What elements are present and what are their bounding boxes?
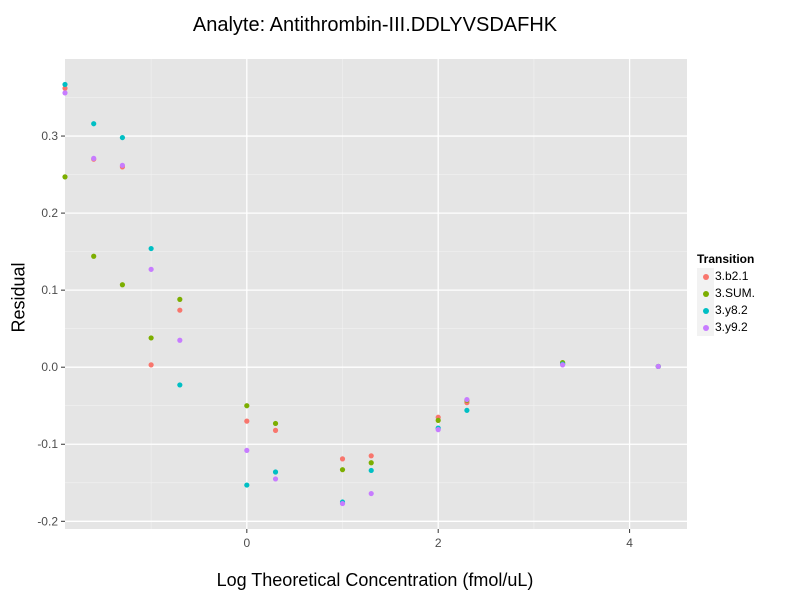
data-point-3-b2-1 [62,85,68,91]
legend-label: 3.SUM. [715,286,756,300]
x-tick-label: 4 [626,536,633,550]
y-tick-label: 0.2 [41,206,58,220]
legend-dot-icon [703,274,709,280]
legend-dot-icon [703,308,709,314]
y-axis-label: Residual [8,262,29,333]
data-point-3-b2-1 [244,418,250,424]
legend-label: 3.y8.2 [715,303,748,317]
legend-title: Transition [697,252,755,266]
data-point-3-y9-2 [655,363,661,370]
axis-ticks: 0 2 4 -0.2 -0.1 0.0 0.1 0.2 0.3 [37,129,633,550]
data-point-3-SUM [368,460,374,466]
minor-gridlines [65,59,687,529]
data-point-3-b2-1 [177,307,183,313]
data-point-3-y9-2 [148,266,154,272]
data-point-3-y9-2 [62,90,68,96]
data-point-3-y9-2 [272,476,279,482]
data-point-3-y8-2 [119,134,126,141]
y-tick-label: 0.0 [41,360,58,374]
legend-item: 3.SUM. [697,285,755,302]
data-point-3-SUM [62,174,68,180]
legend-key [697,319,714,336]
chart-title: Analyte: Antithrombin-III.DDLYVSDAFHK [192,14,558,36]
legend-label: 3.b2.1 [715,269,749,283]
data-point-3-y9-2 [339,500,346,507]
data-point-3-b2-1 [148,362,154,368]
x-tick-label: 2 [435,536,442,550]
legend-key [697,268,714,285]
data-points [62,81,661,507]
data-point-3-SUM [91,253,97,259]
x-axis-label: Log Theoretical Concentration (fmol/uL) [216,570,534,590]
data-point-3-y8-2 [272,469,279,475]
legend-dot-icon [703,291,709,297]
major-gridlines [65,59,687,529]
data-point-3-y8-2 [91,121,97,127]
data-point-3-SUM [272,420,279,427]
data-point-3-y8-2 [244,482,250,488]
data-point-3-y9-2 [177,337,183,343]
data-point-3-b2-1 [339,456,346,462]
y-tick-label: 0.1 [41,283,58,297]
data-point-3-y9-2 [119,162,126,168]
legend-key [697,285,714,302]
data-point-3-b2-1 [368,453,374,459]
x-tick-label: 0 [243,536,250,550]
data-point-3-SUM [339,467,346,473]
legend-dot-icon [703,325,709,331]
data-point-3-y9-2 [560,362,566,368]
data-point-3-y8-2 [62,81,68,88]
legend: Transition 3.b2.1 3.SUM. 3.y8.2 3.y9.2 [697,252,755,336]
legend-item: 3.y8.2 [697,302,755,319]
data-point-3-y8-2 [368,467,374,474]
data-point-3-y9-2 [368,490,374,497]
legend-label: 3.y9.2 [715,320,748,334]
data-point-3-SUM [244,403,250,409]
legend-key [697,302,714,319]
y-tick-label: -0.2 [37,514,58,528]
y-tick-label: -0.1 [37,437,58,451]
data-point-3-y8-2 [148,245,154,252]
data-point-3-y9-2 [464,396,470,403]
data-point-3-SUM [177,296,183,302]
data-point-3-SUM [435,417,441,423]
data-point-3-b2-1 [272,427,279,433]
data-point-3-SUM [119,282,126,288]
data-point-3-y9-2 [435,427,441,433]
y-tick-label: 0.3 [41,129,58,143]
data-point-3-SUM [148,335,154,341]
legend-item: 3.y9.2 [697,319,755,336]
plot-panel [65,59,687,529]
data-point-3-y9-2 [244,447,250,454]
data-point-3-y9-2 [91,155,97,161]
data-point-3-y8-2 [464,407,470,413]
legend-items: 3.b2.1 3.SUM. 3.y8.2 3.y9.2 [697,268,755,336]
data-point-3-y8-2 [177,382,183,388]
legend-item: 3.b2.1 [697,268,755,285]
